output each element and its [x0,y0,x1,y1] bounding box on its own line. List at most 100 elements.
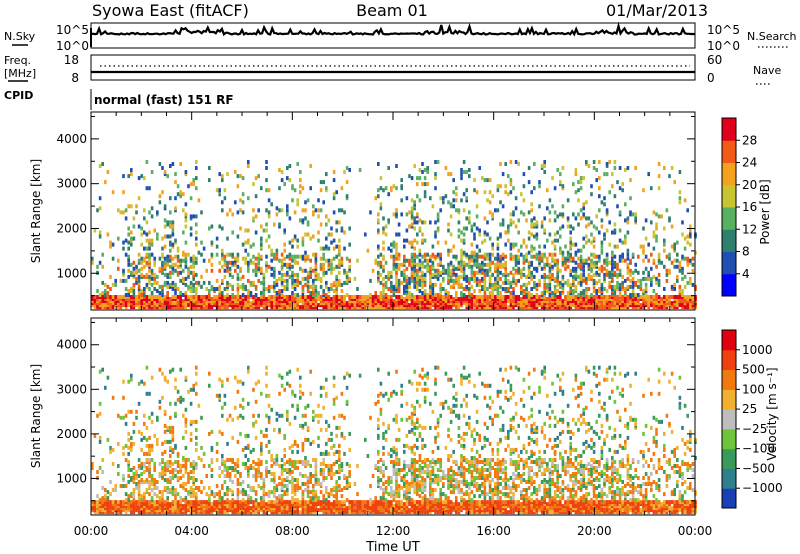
power-cell [605,228,609,233]
power-cell [507,299,510,304]
power-cell [400,272,403,277]
power-cell [449,295,453,299]
power-cell [319,246,323,251]
velocity-cell [226,498,229,503]
power-cell [665,254,669,259]
power-cell [293,282,297,287]
power-cell [418,266,422,271]
power-cell [327,305,331,310]
power-cell [595,295,598,299]
power-cell [265,287,268,291]
velocity-cell [213,500,216,505]
power-cell [486,178,489,183]
velocity-cell [166,460,169,464]
power-cell [104,289,107,293]
power-cell [681,289,684,293]
power-cell [618,186,622,191]
power-cell [166,280,169,285]
power-cell [234,299,237,304]
power-cell [278,208,281,213]
power-cell [574,276,578,281]
power-cell [283,299,286,304]
power-cell [182,258,185,263]
power-cell [124,208,128,213]
power-cell [590,240,593,245]
power-cell [600,248,604,253]
power-cell [400,280,403,285]
power-cell [452,190,455,195]
power-cell [608,270,611,275]
power-cell [574,305,578,310]
velocity-cell [158,472,162,476]
power-cell [314,299,318,304]
power-cell [101,295,104,299]
power-cell [249,258,253,263]
power-cell [286,305,289,310]
power-cell [332,196,336,201]
power-cell [613,228,617,233]
velocity-cell [143,462,146,466]
power-cell [174,282,177,287]
power-cell [293,287,297,291]
velocity-cell [278,391,281,396]
power-cell [559,234,562,239]
power-cell [156,289,159,293]
power-cell [299,178,302,183]
velocity-cell [254,478,258,482]
power-cell [184,212,188,217]
power-cell [192,289,195,293]
power-cell [530,208,533,213]
colorbar-swatch [722,118,736,141]
power-cell [499,162,502,166]
power-cell [137,260,141,265]
power-cell [486,268,489,273]
power-cell [325,222,328,227]
power-cell [582,299,585,304]
power-cell [608,299,611,304]
power-cell [410,206,414,211]
power-cell [509,218,513,223]
power-cell [189,182,193,187]
velocity-cell [270,407,273,412]
power-cell [395,256,398,261]
velocity-cell [148,500,151,505]
power-cell [182,230,185,235]
power-cell [161,284,164,289]
velocity-cell [166,496,169,501]
power-cell [465,252,468,257]
power-cell [603,295,606,299]
power-cell [442,295,445,299]
power-cell [460,176,463,181]
power-cell [556,168,559,172]
power-cell [533,234,536,239]
power-cell [286,287,289,291]
power-cell [130,172,133,177]
power-cell [676,264,679,269]
power-cell [379,206,383,211]
power-cell [150,282,154,287]
power-cell [247,299,250,304]
power-cell [223,274,227,279]
velocity-cell [215,449,219,454]
power-cell [663,299,666,304]
power-cell [322,262,325,267]
power-cell [663,238,666,243]
power-cell [299,266,302,271]
power-cell [397,266,401,271]
power-cell [98,299,102,304]
power-cell [507,295,510,299]
power-cell [309,266,312,271]
power-cell [678,299,682,304]
power-cell [343,246,346,251]
velocity-cell [150,488,154,492]
power-cell [195,186,198,191]
power-cell [195,160,198,164]
power-cell [309,272,312,277]
velocity-cell [215,492,219,497]
velocity-cell [163,429,167,434]
colorbar-tick-label: 28 [742,133,757,147]
power-cell [197,250,201,255]
power-cell [470,224,474,229]
power-cell [387,276,390,281]
velocity-cell [130,373,133,378]
